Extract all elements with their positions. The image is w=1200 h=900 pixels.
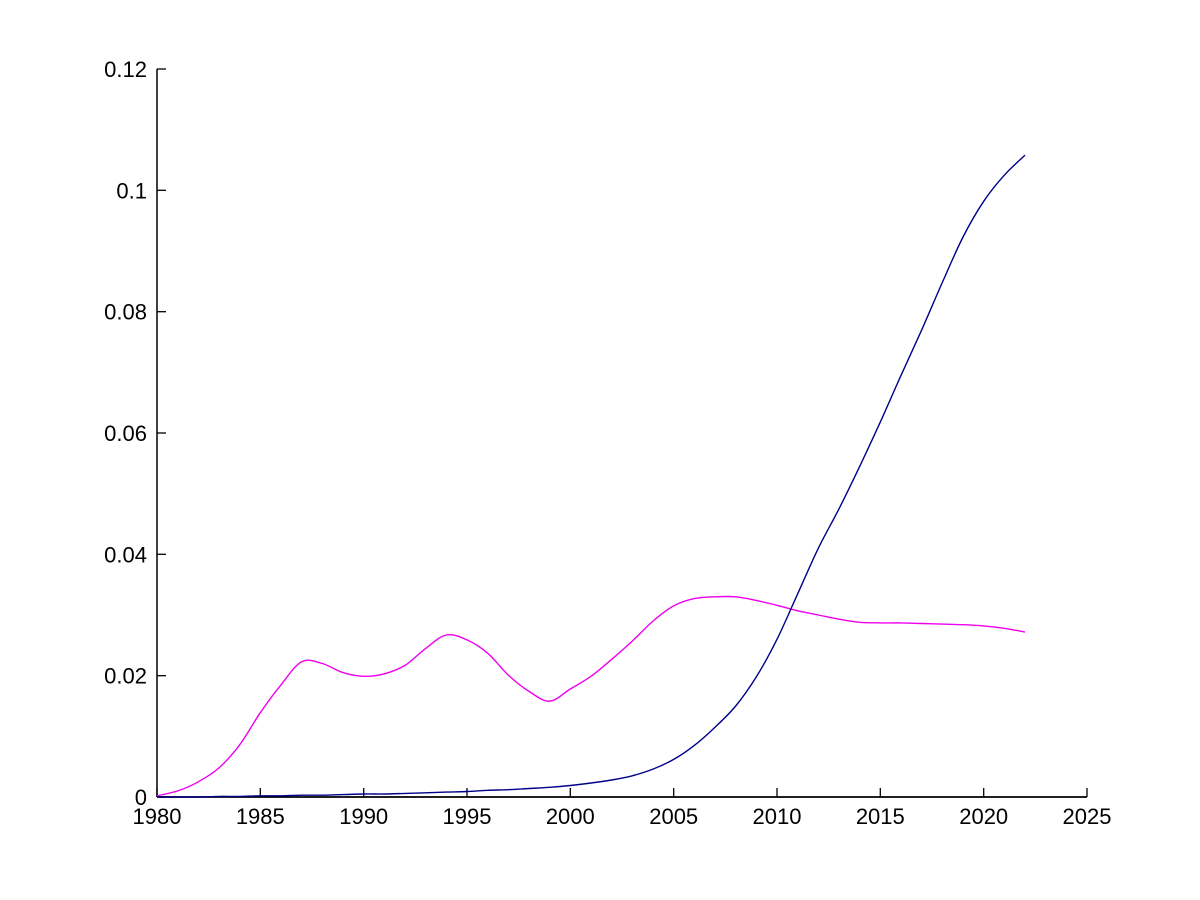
x-tick-label: 2005 [649, 804, 698, 829]
x-tick-label: 2015 [856, 804, 905, 829]
x-tick-label: 2025 [1063, 804, 1112, 829]
magenta-series-line [156, 595, 1026, 797]
y-tick-label: 0 [135, 785, 147, 810]
dark-blue-series-line [156, 154, 1026, 798]
y-tick-label: 0.02 [104, 664, 147, 689]
y-tick-label: 0.06 [104, 421, 147, 446]
x-tick-label: 1980 [133, 804, 182, 829]
x-tick-label: 1995 [443, 804, 492, 829]
x-tick-label: 1990 [339, 804, 388, 829]
y-tick-label: 0.08 [104, 300, 147, 325]
x-tick-label: 2010 [753, 804, 802, 829]
x-tick-label: 2000 [546, 804, 595, 829]
x-tick-label: 1985 [236, 804, 285, 829]
y-tick-label: 0.04 [104, 542, 147, 567]
y-tick-label: 0.1 [116, 178, 147, 203]
y-tick-label: 0.12 [104, 57, 147, 82]
x-tick-label: 2020 [959, 804, 1008, 829]
